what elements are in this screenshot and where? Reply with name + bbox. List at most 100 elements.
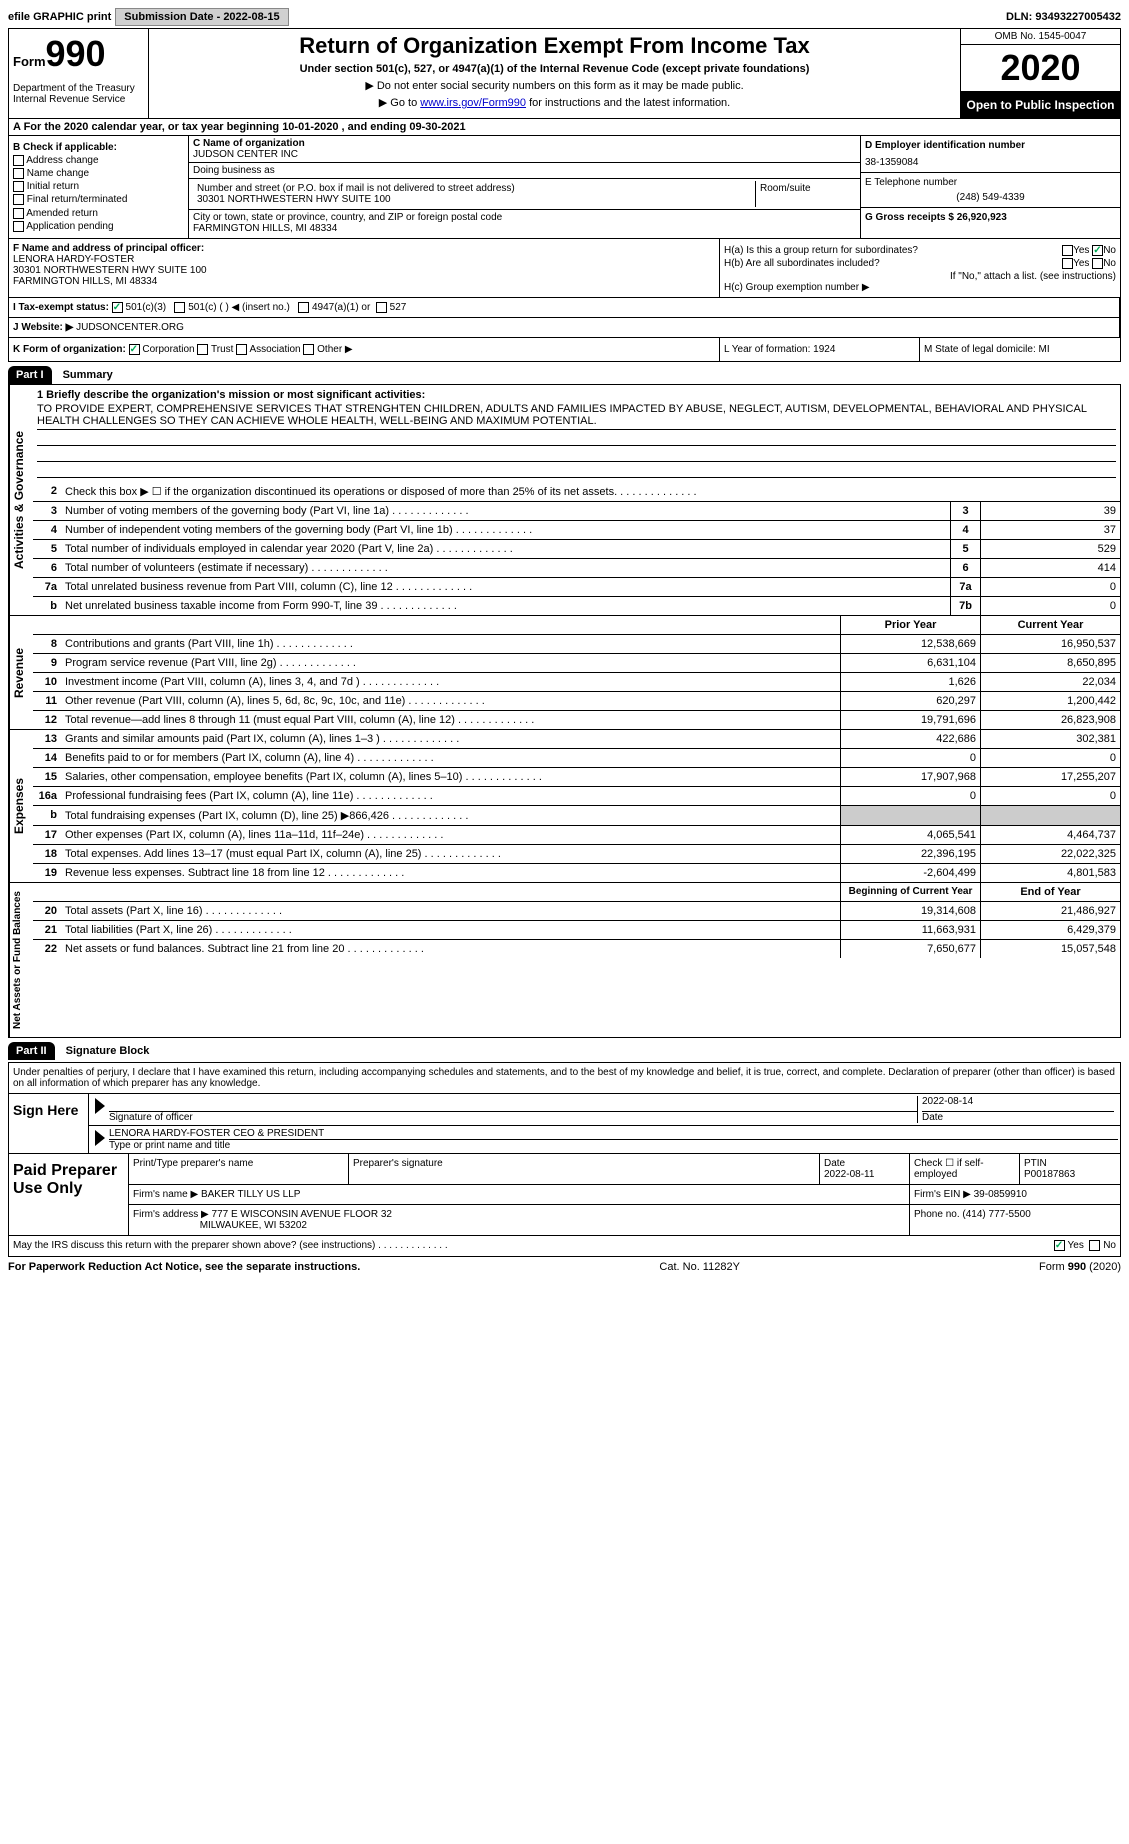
trust-checkbox[interactable]: [197, 344, 208, 355]
table-row: 21Total liabilities (Part X, line 26)11,…: [33, 921, 1120, 940]
app-pending-checkbox[interactable]: [13, 221, 24, 232]
part1-header: Part I: [8, 366, 52, 384]
initial-return-checkbox[interactable]: [13, 181, 24, 192]
dln-label: DLN: 93493227005432: [1006, 11, 1121, 23]
table-row: 5Total number of individuals employed in…: [33, 540, 1120, 559]
firm-name: BAKER TILLY US LLP: [201, 1189, 301, 1200]
form-subtitle: Under section 501(c), 527, or 4947(a)(1)…: [153, 63, 956, 75]
end-year-header: End of Year: [980, 883, 1120, 901]
ha-no-checkbox[interactable]: [1092, 245, 1103, 256]
501c-checkbox[interactable]: [174, 302, 185, 313]
prep-date: 2022-08-11: [824, 1169, 874, 1180]
form-org: K Form of organization: Corporation Trus…: [9, 338, 720, 361]
name-change-checkbox[interactable]: [13, 168, 24, 179]
table-row: 15Salaries, other compensation, employee…: [33, 768, 1120, 787]
omb-label: OMB No. 1545-0047: [961, 29, 1120, 45]
table-row: 11Other revenue (Part VIII, column (A), …: [33, 692, 1120, 711]
principal-officer: F Name and address of principal officer:…: [9, 239, 720, 297]
discuss-yes-checkbox[interactable]: [1054, 1240, 1065, 1251]
inspection-label: Open to Public Inspection: [961, 92, 1120, 118]
table-row: 18Total expenses. Add lines 13–17 (must …: [33, 845, 1120, 864]
final-return-checkbox[interactable]: [13, 194, 24, 205]
hb-yes-checkbox[interactable]: [1062, 258, 1073, 269]
table-row: 6Total number of volunteers (estimate if…: [33, 559, 1120, 578]
phone-value: (248) 549-4339: [865, 192, 1116, 203]
ein-value: 38-1359084: [865, 157, 1116, 168]
sig-date: 2022-08-14: [922, 1096, 1114, 1112]
amended-checkbox[interactable]: [13, 208, 24, 219]
ha-yes-checkbox[interactable]: [1062, 245, 1073, 256]
table-row: 16aProfessional fundraising fees (Part I…: [33, 787, 1120, 806]
year-label: 2020: [961, 45, 1120, 92]
tax-exempt-status: I Tax-exempt status: 501(c)(3) 501(c) ( …: [9, 298, 1120, 317]
tax-year-row: A For the 2020 calendar year, or tax yea…: [8, 119, 1121, 136]
group-return: H(a) Is this a group return for subordin…: [720, 239, 1120, 297]
part1-title: Summary: [55, 366, 121, 384]
table-row: 17Other expenses (Part IX, column (A), l…: [33, 826, 1120, 845]
net-label: Net Assets or Fund Balances: [9, 883, 33, 1037]
527-checkbox[interactable]: [376, 302, 387, 313]
4947-checkbox[interactable]: [298, 302, 309, 313]
org-name: JUDSON CENTER INC: [193, 149, 856, 160]
dept-label: Department of the Treasury Internal Reve…: [13, 83, 144, 105]
officer-name: LENORA HARDY-FOSTER CEO & PRESIDENT: [109, 1128, 1118, 1140]
current-year-header: Current Year: [980, 616, 1120, 634]
discuss-question: May the IRS discuss this return with the…: [13, 1240, 1054, 1251]
table-row: 4Number of independent voting members of…: [33, 521, 1120, 540]
table-row: 2Check this box ▶ ☐ if the organization …: [33, 482, 1120, 502]
declaration: Under penalties of perjury, I declare th…: [9, 1063, 1120, 1094]
addr-change-checkbox[interactable]: [13, 155, 24, 166]
table-row: 19Revenue less expenses. Subtract line 1…: [33, 864, 1120, 882]
firm-ein: 39-0859910: [974, 1189, 1027, 1200]
part2-header: Part II: [8, 1042, 55, 1060]
table-row: 14Benefits paid to or for members (Part …: [33, 749, 1120, 768]
year-formation: L Year of formation: 1924: [720, 338, 920, 361]
table-row: 10Investment income (Part VIII, column (…: [33, 673, 1120, 692]
table-row: 13Grants and similar amounts paid (Part …: [33, 730, 1120, 749]
exp-label: Expenses: [9, 730, 33, 882]
col-b-checkboxes: B Check if applicable: Address change Na…: [9, 136, 189, 238]
table-row: 8Contributions and grants (Part VIII, li…: [33, 635, 1120, 654]
prep-phone: (414) 777-5500: [962, 1209, 1030, 1220]
mission-block: 1 Briefly describe the organization's mi…: [33, 385, 1120, 482]
firm-addr: 777 E WISCONSIN AVENUE FLOOR 32: [212, 1209, 392, 1220]
form-box: Form990 Department of the Treasury Inter…: [9, 29, 149, 118]
footer-mid: Cat. No. 11282Y: [659, 1261, 740, 1273]
arrow-icon: [95, 1098, 105, 1114]
ptin: P00187863: [1024, 1169, 1075, 1180]
irs-link[interactable]: www.irs.gov/Form990: [420, 97, 526, 109]
street-address: 30301 NORTHWESTERN HWY SUITE 100: [197, 194, 751, 205]
state-domicile: M State of legal domicile: MI: [920, 338, 1120, 361]
other-checkbox[interactable]: [303, 344, 314, 355]
submission-button[interactable]: Submission Date - 2022-08-15: [115, 8, 288, 26]
website-row: J Website: ▶ JUDSONCENTER.ORG: [9, 318, 1120, 337]
corp-checkbox[interactable]: [129, 344, 140, 355]
table-row: 7aTotal unrelated business revenue from …: [33, 578, 1120, 597]
form-title: Return of Organization Exempt From Incom…: [153, 33, 956, 59]
hb-no-checkbox[interactable]: [1092, 258, 1103, 269]
gross-receipts: G Gross receipts $ 26,920,923: [865, 212, 1116, 223]
table-row: 3Number of voting members of the governi…: [33, 502, 1120, 521]
city-state-zip: FARMINGTON HILLS, MI 48334: [193, 223, 856, 234]
part2-title: Signature Block: [58, 1042, 158, 1060]
discuss-no-checkbox[interactable]: [1089, 1240, 1100, 1251]
footer-left: For Paperwork Reduction Act Notice, see …: [8, 1261, 360, 1273]
table-row: bNet unrelated business taxable income f…: [33, 597, 1120, 615]
table-row: 12Total revenue—add lines 8 through 11 (…: [33, 711, 1120, 729]
table-row: 22Net assets or fund balances. Subtract …: [33, 940, 1120, 958]
sign-here-label: Sign Here: [9, 1094, 89, 1153]
gov-label: Activities & Governance: [9, 385, 33, 615]
table-row: 9Program service revenue (Part VIII, lin…: [33, 654, 1120, 673]
prep-label: Paid Preparer Use Only: [9, 1154, 129, 1235]
prior-year-header: Prior Year: [840, 616, 980, 634]
efile-label: efile GRAPHIC print: [8, 11, 111, 23]
assoc-checkbox[interactable]: [236, 344, 247, 355]
footer-right: Form 990 (2020): [1039, 1261, 1121, 1273]
501c3-checkbox[interactable]: [112, 302, 123, 313]
rev-label: Revenue: [9, 616, 33, 729]
mission-text: TO PROVIDE EXPERT, COMPREHENSIVE SERVICE…: [37, 401, 1116, 430]
begin-year-header: Beginning of Current Year: [840, 883, 980, 901]
arrow-icon: [95, 1130, 105, 1146]
table-row: bTotal fundraising expenses (Part IX, co…: [33, 806, 1120, 826]
title-box: Return of Organization Exempt From Incom…: [149, 29, 960, 118]
